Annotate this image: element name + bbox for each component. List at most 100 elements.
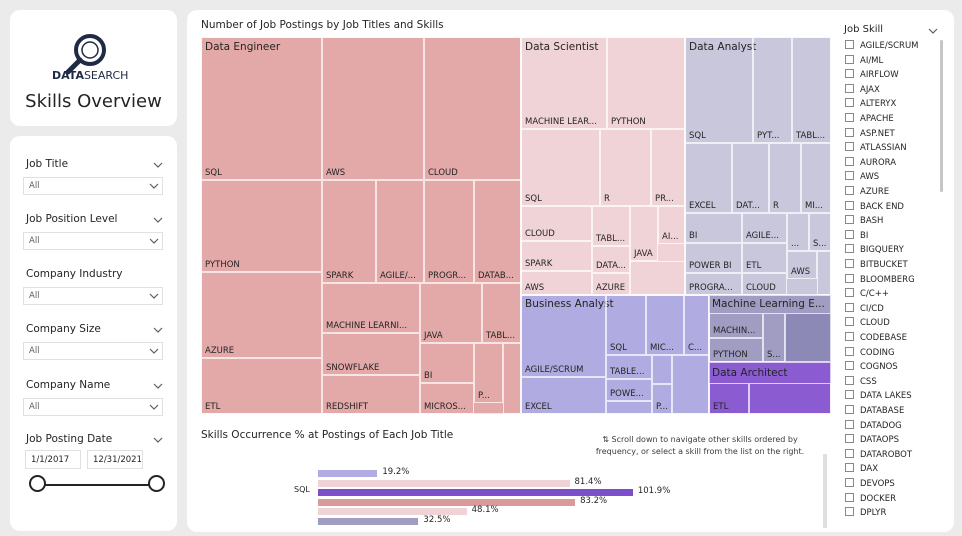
skill-option[interactable]: AI/ML: [845, 54, 883, 69]
treemap-cell[interactable]: [630, 261, 685, 295]
skill-option[interactable]: DATABASE: [845, 405, 904, 419]
treemap-cell[interactable]: PYT...: [753, 37, 792, 143]
checkbox[interactable]: [845, 200, 854, 210]
treemap-cell[interactable]: AGILE/SCRUM: [521, 295, 606, 377]
skill-option[interactable]: DPLYR: [845, 507, 886, 521]
checkbox[interactable]: [845, 156, 854, 166]
treemap-cell[interactable]: ETL: [201, 358, 322, 414]
skill-option[interactable]: CODING: [845, 346, 895, 361]
checkbox[interactable]: [845, 54, 854, 64]
treemap-cell[interactable]: SQL: [521, 129, 600, 206]
skill-option[interactable]: AJAX: [845, 83, 880, 98]
checkbox[interactable]: [845, 69, 854, 79]
checkbox[interactable]: [845, 492, 854, 502]
skill-option[interactable]: COGNOS: [845, 361, 898, 375]
skill-option[interactable]: DATADOG: [845, 419, 902, 434]
treemap-cell[interactable]: POWE...: [606, 379, 652, 401]
treemap-cell[interactable]: AZURE: [201, 272, 322, 358]
treemap-cell[interactable]: TABL...: [592, 206, 630, 246]
bar[interactable]: [318, 518, 419, 525]
treemap-cell[interactable]: SNOWFLAKE: [322, 333, 420, 375]
chevron-down-icon[interactable]: [152, 434, 164, 446]
skill-option[interactable]: DOCKER: [845, 492, 896, 507]
skill-option[interactable]: C/C++: [845, 288, 889, 302]
treemap-cell[interactable]: DATA...: [592, 246, 630, 273]
bar[interactable]: [318, 508, 467, 516]
skill-option[interactable]: AWS: [845, 171, 879, 185]
treemap-cell[interactable]: [652, 355, 672, 384]
skill-option[interactable]: DAX: [845, 463, 878, 477]
treemap-cell[interactable]: C...: [684, 295, 709, 355]
checkbox[interactable]: [845, 127, 854, 137]
checkbox[interactable]: [845, 375, 854, 385]
treemap-cell[interactable]: AI...: [658, 206, 685, 244]
checkbox[interactable]: [845, 229, 854, 239]
skill-list-scrollbar[interactable]: [940, 40, 943, 192]
checkbox[interactable]: [845, 507, 854, 517]
treemap-cell[interactable]: R: [769, 143, 801, 213]
chevron-down-icon[interactable]: [152, 324, 164, 336]
treemap-cell[interactable]: DATAB...: [474, 180, 521, 283]
checkbox[interactable]: [845, 478, 854, 487]
skill-option[interactable]: DATA LAKES: [845, 390, 912, 404]
skill-option[interactable]: AZURE: [845, 186, 889, 200]
treemap-cell[interactable]: REDSHIFT: [322, 375, 420, 414]
treemap-cell[interactable]: P...: [474, 343, 503, 403]
bar[interactable]: [318, 479, 570, 487]
treemap-cell[interactable]: TABLE...: [606, 355, 652, 379]
treemap-cell[interactable]: SQL: [606, 295, 646, 355]
checkbox[interactable]: [845, 259, 854, 268]
treemap-cell[interactable]: PR...: [651, 129, 685, 206]
skill-option[interactable]: DATAOPS: [845, 434, 899, 448]
start-date-input[interactable]: 1/1/2017: [25, 450, 81, 469]
treemap-cell[interactable]: ETL: [742, 243, 787, 273]
date-slider-end-handle[interactable]: [148, 475, 165, 492]
treemap-cell[interactable]: [606, 401, 652, 414]
skill-option[interactable]: BLOOMBERG: [845, 273, 915, 288]
treemap-cell[interactable]: PROGR...: [424, 180, 474, 283]
treemap-cell[interactable]: AZURE: [592, 273, 630, 295]
skill-option[interactable]: AURORA: [845, 156, 896, 171]
checkbox[interactable]: [845, 273, 854, 283]
company-industry-select[interactable]: All: [23, 287, 163, 305]
checkbox[interactable]: [845, 98, 854, 108]
treemap-cell[interactable]: ...: [787, 213, 809, 251]
chevron-down-icon[interactable]: [928, 26, 938, 36]
bar[interactable]: [318, 498, 576, 506]
checkbox[interactable]: [845, 113, 854, 122]
skill-option[interactable]: CODEBASE: [845, 332, 907, 346]
skill-option[interactable]: AGILE/SCRUM: [845, 40, 919, 54]
date-slider-track[interactable]: [38, 484, 156, 486]
treemap-cell[interactable]: MI...: [801, 143, 831, 213]
treemap-cell[interactable]: MIC...: [646, 295, 684, 355]
skill-option[interactable]: CI/CD: [845, 302, 884, 317]
treemap-cell[interactable]: SPARK: [322, 180, 376, 283]
company-size-select[interactable]: All: [23, 342, 163, 360]
skill-option[interactable]: BIGQUERY: [845, 244, 904, 258]
treemap-cell[interactable]: PYTHON: [201, 180, 322, 272]
skill-option[interactable]: BITBUCKET: [845, 259, 908, 273]
treemap-cell[interactable]: JAVA: [420, 283, 482, 343]
treemap-cell[interactable]: MACHINE LEARNI...: [322, 283, 420, 333]
treemap-cell[interactable]: S...: [809, 213, 831, 251]
treemap-cell[interactable]: BI: [420, 343, 474, 383]
checkbox[interactable]: [845, 332, 854, 341]
treemap-cell[interactable]: BI: [685, 213, 742, 243]
treemap-cell[interactable]: SQL: [685, 37, 753, 143]
treemap-cell[interactable]: AWS: [521, 271, 592, 295]
end-date-input[interactable]: 12/31/2021: [87, 450, 143, 469]
treemap-cell[interactable]: PYTHON: [607, 37, 685, 129]
skill-option[interactable]: DATAROBOT: [845, 448, 912, 463]
treemap-cell[interactable]: ETL: [709, 383, 749, 414]
treemap-cell[interactable]: CLOUD: [424, 37, 521, 180]
chevron-down-icon[interactable]: [152, 214, 164, 226]
job-title-select[interactable]: All: [23, 177, 163, 195]
treemap-cell[interactable]: TABL...: [792, 37, 831, 143]
treemap-cell[interactable]: [749, 383, 831, 414]
treemap-cell[interactable]: CLOUD: [742, 273, 787, 295]
skill-option[interactable]: ASP.NET: [845, 127, 895, 142]
checkbox[interactable]: [845, 288, 854, 298]
treemap-cell[interactable]: MICROS...: [420, 383, 474, 414]
treemap-cell[interactable]: TABL...: [482, 283, 521, 343]
bar[interactable]: [318, 470, 378, 477]
